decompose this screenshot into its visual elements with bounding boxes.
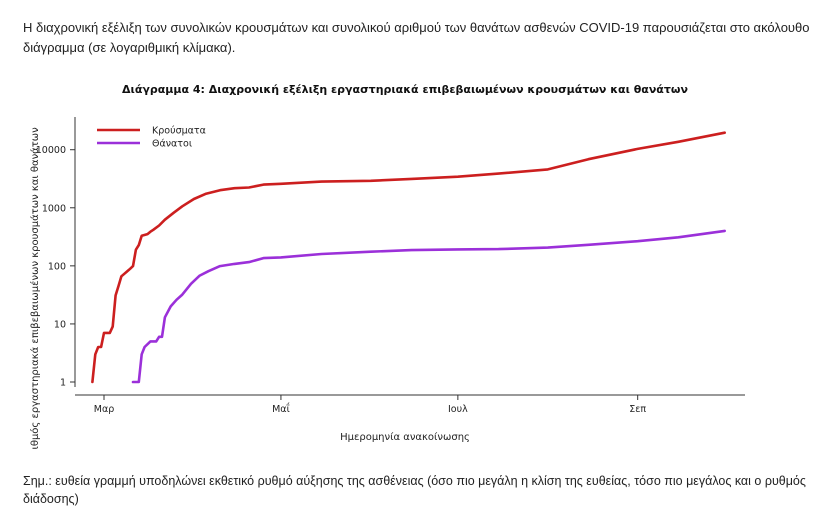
chart-title: Διάγραμμα 4: Διαχρονική εξέλιξη εργαστηρ… xyxy=(122,83,688,96)
legend: Κρούσματα Θάνατοι xyxy=(97,126,206,150)
y-tick-label: 1000 xyxy=(42,203,66,214)
series-line-2 xyxy=(131,229,727,384)
y-tick-label: 1 xyxy=(60,378,66,389)
y-tick-label: 100 xyxy=(48,261,66,272)
series-group xyxy=(91,131,727,384)
chart-container: Διάγραμμα 4: Διαχρονική εξέλιξη εργαστηρ… xyxy=(0,70,840,463)
y-tick-label: 10000 xyxy=(36,145,66,156)
line-chart: Διάγραμμα 4: Διαχρονική εξέλιξη εργαστηρ… xyxy=(29,83,745,463)
footnote: Σημ.: ευθεία γραμμή υποδηλώνει εκθετικό … xyxy=(23,474,806,506)
x-tick-label: Μαρ xyxy=(94,404,115,415)
x-tick-label: Ιουλ xyxy=(448,404,468,415)
x-tick-label: Σεπ xyxy=(629,404,646,415)
x-tick-label: Μαΐ xyxy=(272,403,290,415)
axes-group: 1 10 100 1000 10000 Μαρ Μαΐ Ιουλ Σεπ xyxy=(36,117,745,415)
series-line-1 xyxy=(91,131,727,384)
x-axis-label: Ημερομηνία ανακοίνωσης xyxy=(340,431,470,443)
legend-label-1: Κρούσματα xyxy=(152,126,206,137)
intro-paragraph: Η διαχρονική εξέλιξη των συνολικών κρουσ… xyxy=(23,20,810,55)
legend-label-2: Θάνατοι xyxy=(152,139,192,150)
y-tick-label: 10 xyxy=(54,319,66,330)
y-axis-label: Αριθμός εργαστηριακά επιβεβαιωμένων κρου… xyxy=(29,127,41,450)
